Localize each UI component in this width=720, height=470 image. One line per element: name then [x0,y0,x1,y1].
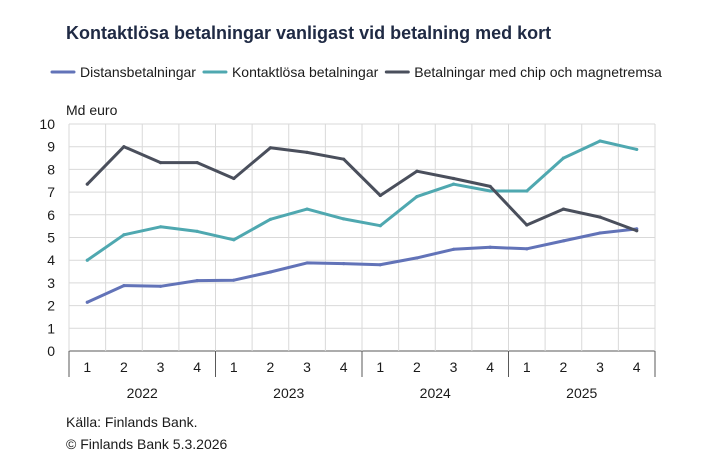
x-tick-label: 3 [596,359,604,375]
x-tick-label: 1 [376,359,384,375]
y-tick-label: 10 [39,116,55,132]
data-point [268,270,273,274]
x-tick-label: 4 [193,359,201,375]
y-tick-label: 2 [47,298,55,314]
copyright-text: © Finlands Bank 5.3.2026 [66,436,228,452]
data-point [635,147,639,152]
data-point [342,157,346,161]
data-point [488,189,492,193]
y-tick-label: 1 [47,320,55,336]
x-tick-label: 4 [633,359,641,375]
year-label: 2025 [566,385,597,401]
series-line-1 [85,227,639,304]
data-point [378,263,382,267]
y-tick-label: 5 [47,230,55,246]
data-point [342,217,346,221]
data-point [122,233,126,237]
year-label: 2024 [420,385,451,401]
data-point [488,184,492,189]
y-tick-labels: 0 1 2 3 4 5 6 7 8 9 10 [39,116,55,359]
series-lines [85,139,639,304]
year-labels: 2022 2023 2024 2025 [127,385,598,401]
data-point [122,145,126,149]
legend: Distansbetalningar Kontaktlösa betalninga… [50,64,662,80]
data-point [158,284,163,288]
data-point [85,258,89,262]
y-tick-label: 8 [47,161,55,177]
legend-label: Kontaktlösa betalningar [232,64,379,80]
data-point [561,156,566,160]
x-tick-label: 1 [83,359,91,375]
data-point [378,193,382,198]
data-point [598,139,602,143]
data-point [268,146,273,150]
data-point [305,261,309,265]
x-tick-label: 2 [413,359,421,375]
data-point [305,207,309,211]
source-text: Källa: Finlands Bank. [66,414,198,430]
data-point [85,182,89,186]
data-point [232,238,236,242]
data-point [85,300,89,304]
data-point [561,239,566,243]
chart-title: Kontaktlösa betalningar vanligast vid be… [66,23,551,43]
data-point [415,169,419,173]
data-point [158,225,163,229]
data-point [451,176,456,181]
y-tick-label: 3 [47,275,55,291]
series-line-3 [85,145,639,233]
data-point [378,224,382,228]
year-label: 2022 [127,385,158,401]
data-point [268,217,273,221]
y-tick-label: 0 [47,343,55,359]
x-tick-labels: 1 2 3 4 1 2 3 4 1 2 3 4 1 2 3 4 [83,359,640,375]
y-tick-label: 4 [47,252,55,268]
series-line-2 [85,139,639,262]
y-axis-unit: Md euro [66,102,118,118]
data-point [561,207,566,211]
data-point [158,160,163,165]
data-point [451,182,456,186]
y-tick-label: 6 [47,207,55,223]
x-tick-label: 3 [157,359,165,375]
data-point [415,256,419,260]
data-point [232,278,236,282]
data-point [305,150,309,154]
data-point [598,231,602,235]
legend-label: Betalningar med chip och magnetremsa [414,64,662,80]
x-gridlines [68,124,656,377]
x-tick-label: 2 [120,359,128,375]
data-point [451,247,456,251]
data-point [195,229,199,233]
x-tick-label: 4 [486,359,494,375]
y-tick-label: 7 [47,184,55,200]
data-point [232,176,236,181]
x-tick-label: 3 [303,359,311,375]
legend-label: Distansbetalningar [80,64,196,80]
x-tick-label: 1 [230,359,238,375]
y-tick-label: 9 [47,139,55,155]
x-tick-label: 2 [267,359,275,375]
x-tick-label: 1 [523,359,531,375]
x-tick-label: 3 [450,359,458,375]
data-point [488,245,492,249]
x-tick-label: 4 [340,359,348,375]
x-tick-label: 2 [560,359,568,375]
data-point [525,189,529,193]
data-point [525,247,529,251]
data-point [195,279,199,283]
data-point [342,262,346,266]
data-point [598,215,602,219]
data-point [122,284,126,288]
year-label: 2023 [273,385,304,401]
data-point [525,223,529,227]
data-point [415,195,419,199]
data-point [635,229,639,233]
data-point [195,160,199,165]
